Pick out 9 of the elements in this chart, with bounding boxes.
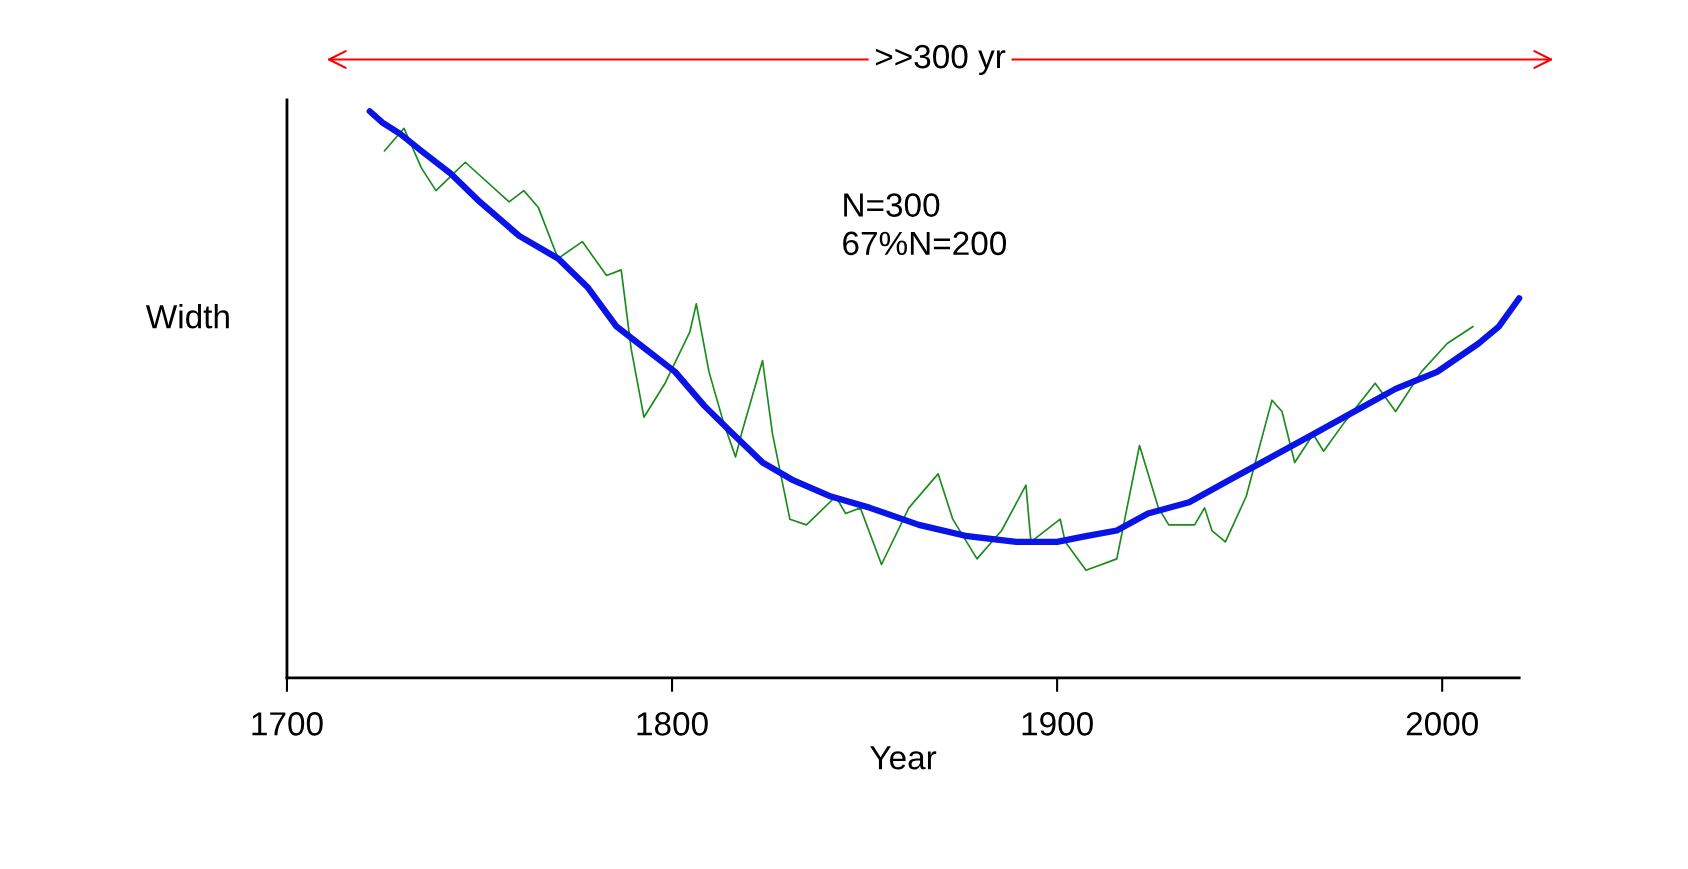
text: >>300 yr	[875, 44, 1006, 76]
x-tick-label: 1700	[252, 712, 323, 736]
annotation: 67%N=200	[843, 231, 1007, 256]
y-axis-title: Width	[145, 303, 229, 329]
x-axis-title: Year	[870, 746, 937, 770]
x-tick-label: 2000	[1406, 712, 1478, 736]
x-tick-label: 1800	[637, 712, 708, 736]
x-tick-label: 1900	[1022, 712, 1093, 736]
annotation: N=300	[844, 193, 940, 217]
